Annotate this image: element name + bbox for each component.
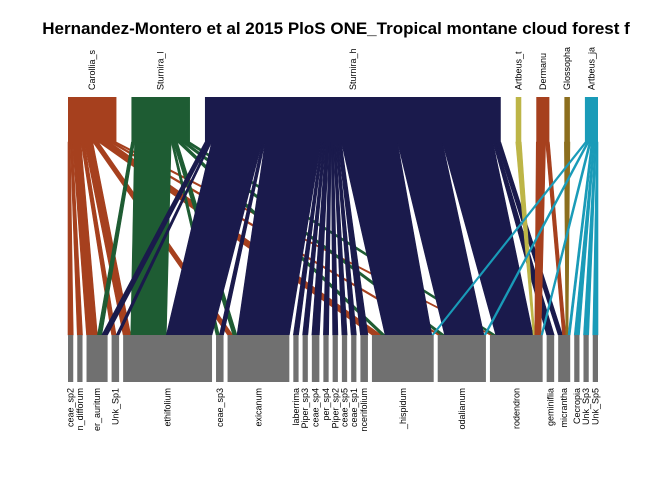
lower-node-Piper_sp3 — [302, 335, 308, 382]
lower-node-ceae_sp4 — [311, 335, 320, 382]
lower-label: laberrima — [291, 388, 301, 426]
lower-label: ceae_sp4 — [311, 388, 321, 427]
lower-label: ceae_sp5 — [340, 388, 350, 427]
higher-node-Dermanu — [536, 97, 550, 142]
lower-node-micrantha — [558, 335, 571, 382]
higher-node-Carollia_s — [68, 97, 117, 142]
lower-level-nodes — [68, 335, 598, 382]
lower-node-exicanum — [227, 335, 290, 382]
chart-title: Hernandez-Montero et al 2015 PloS ONE_Tr… — [42, 19, 630, 38]
lower-label: odalianum — [457, 388, 467, 430]
higher-node-Glossopha — [564, 97, 570, 142]
lower-label: Piper_sp3 — [300, 388, 310, 429]
lower-node-Piper_sp2 — [332, 335, 338, 382]
lower-node-per_sp4 — [323, 335, 329, 382]
lower-node-ncerifolium — [360, 335, 368, 382]
lower-node-ceae_sp5 — [341, 335, 348, 382]
lower-label: Unk_Sp1 — [110, 388, 120, 425]
lower-label: ncerifolium — [359, 388, 369, 432]
lower-node-Unk_Sp5 — [592, 335, 598, 382]
lower-node-ethifolium — [123, 335, 213, 382]
lower-node-odalianum — [437, 335, 486, 382]
lower-node-Unk_Sp1 — [111, 335, 120, 382]
lower-node-ceae_sp1 — [351, 335, 357, 382]
lower-node-ceae_sp2 — [68, 335, 74, 382]
lower-label: Piper_sp2 — [330, 388, 340, 429]
lower-node-rodendron — [489, 335, 543, 382]
lower-node-Cecropia — [574, 335, 580, 382]
higher-label: Artbeus_t — [514, 51, 524, 90]
higher-node-Sturnira_l — [131, 97, 190, 142]
lower-node-n_difforum — [77, 335, 83, 382]
lower-label: micrantha — [559, 388, 569, 428]
lower-label: _hispidum — [398, 388, 408, 430]
higher-label: Artbeus_ja — [586, 47, 596, 90]
node-labels: Carollia_s Sturnira_l Sturnira_h Artbeus_t D… — [66, 47, 601, 432]
lower-label: ceae_sp1 — [349, 388, 359, 427]
lower-node-ceae_sp3 — [216, 335, 224, 382]
lower-label: Cecropia — [572, 388, 582, 424]
lower-label: ethifolium — [163, 388, 173, 427]
lower-node-Unk_Sp3 — [583, 335, 589, 382]
higher-node-Sturnira_h — [204, 97, 501, 142]
higher-label: Sturnira_l — [156, 51, 166, 90]
lower-node-er_auritum — [86, 335, 108, 382]
lower-label: er_auritum — [92, 388, 102, 431]
lower-label: geminiflia — [545, 388, 555, 426]
lower-node-laberrima — [293, 335, 299, 382]
lower-label: exicanum — [253, 388, 263, 427]
higher-level-nodes — [68, 97, 598, 142]
higher-node-Artbeus_t — [515, 97, 522, 142]
lower-label: per_sp4 — [321, 388, 331, 421]
lower-node-geminiflia — [546, 335, 555, 382]
lower-label: Unk_Sp5 — [590, 388, 600, 425]
lower-label: ceae_sp2 — [66, 388, 76, 427]
higher-label: Carollia_s — [87, 49, 97, 90]
lower-label: rodendron — [511, 388, 521, 429]
higher-label: Glossopha — [562, 47, 572, 90]
higher-label: Sturnira_h — [348, 48, 358, 90]
higher-label: Dermanu — [538, 53, 548, 90]
lower-label: ceae_sp3 — [215, 388, 225, 427]
lower-node-_hispidum — [371, 335, 434, 382]
higher-node-Artbeus_ja — [584, 97, 598, 142]
interaction-links — [67, 141, 599, 336]
lower-label: n_difforum — [75, 388, 85, 430]
lower-label: Unk_Sp3 — [581, 388, 591, 425]
